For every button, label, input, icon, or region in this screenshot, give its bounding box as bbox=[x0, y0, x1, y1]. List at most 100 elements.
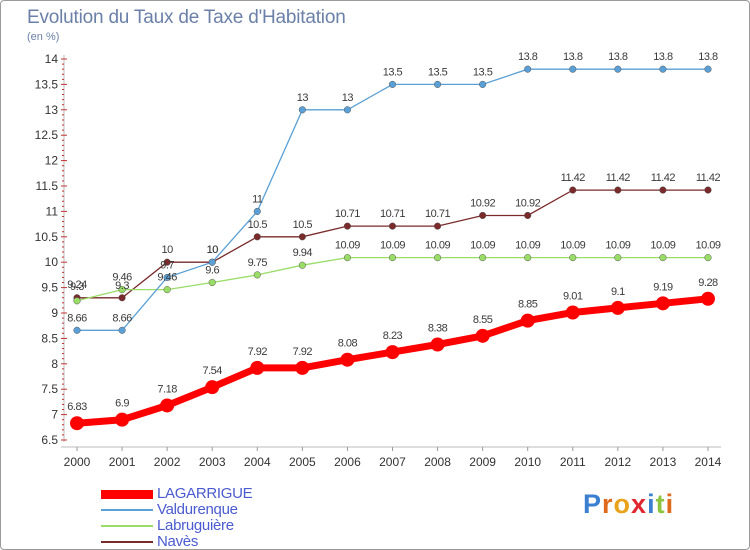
data-point-labruguiere bbox=[208, 278, 216, 287]
data-point-naves bbox=[118, 294, 126, 302]
chart-subtitle: (en %) bbox=[27, 31, 60, 43]
data-label: 6.9 bbox=[115, 398, 129, 410]
data-point-lagarrigue bbox=[610, 300, 625, 315]
series-naves bbox=[73, 186, 712, 302]
data-label: 8.55 bbox=[473, 314, 493, 326]
data-label: 13.5 bbox=[428, 66, 448, 78]
data-label: 6.83 bbox=[67, 401, 87, 413]
x-tick-label: 2005 bbox=[289, 455, 316, 469]
data-point-naves bbox=[524, 211, 532, 220]
data-point-labruguiere bbox=[434, 254, 442, 262]
logo-letter: r bbox=[602, 489, 614, 519]
x-tick-label: 2000 bbox=[64, 455, 91, 469]
data-label: 9.28 bbox=[698, 277, 718, 289]
data-label: 13 bbox=[297, 92, 309, 104]
data-point-labruguiere bbox=[659, 254, 667, 262]
y-tick-label: 9 bbox=[51, 306, 58, 320]
data-point-valdurenque bbox=[208, 258, 216, 266]
data-label: 10 bbox=[207, 244, 219, 256]
data-label: 9.01 bbox=[563, 290, 583, 302]
data-label: 10.92 bbox=[515, 197, 540, 209]
logo-letter: i bbox=[647, 489, 656, 519]
data-label: 8.23 bbox=[383, 330, 403, 342]
legend-label: Valdurenque bbox=[157, 501, 238, 518]
x-tick-label: 2007 bbox=[379, 455, 406, 469]
data-label: 9.3 bbox=[115, 280, 129, 292]
data-point-lagarrigue bbox=[250, 360, 265, 375]
data-label: 9.3 bbox=[70, 281, 84, 293]
data-point-lagarrigue bbox=[295, 360, 310, 375]
data-point-lagarrigue bbox=[205, 380, 220, 395]
data-point-naves bbox=[388, 222, 397, 230]
data-label: 8.66 bbox=[67, 312, 87, 324]
data-point-lagarrigue bbox=[160, 398, 175, 413]
data-point-labruguiere bbox=[163, 286, 171, 294]
data-point-naves bbox=[343, 222, 351, 230]
data-point-valdurenque bbox=[659, 65, 667, 73]
y-tick-label: 6.5 bbox=[41, 433, 58, 447]
data-label: 9.46 bbox=[112, 272, 132, 284]
data-point-naves bbox=[614, 186, 622, 194]
data-label: 9.46 bbox=[157, 272, 177, 284]
data-point-valdurenque bbox=[163, 273, 171, 281]
y-tick-label: 10 bbox=[45, 255, 59, 269]
data-label: 13.5 bbox=[473, 66, 493, 78]
data-point-lagarrigue bbox=[340, 352, 355, 367]
series-labruguiere bbox=[73, 254, 712, 305]
data-label: 9.24 bbox=[67, 279, 87, 291]
data-label: 10 bbox=[162, 244, 174, 256]
data-label: 10.09 bbox=[695, 240, 720, 252]
data-point-valdurenque bbox=[524, 65, 532, 73]
data-point-valdurenque bbox=[388, 80, 397, 88]
data-label: 10.09 bbox=[380, 240, 405, 252]
data-label: 10.09 bbox=[650, 240, 675, 252]
y-tick-label: 7.5 bbox=[41, 382, 58, 396]
data-label: 13.8 bbox=[563, 51, 583, 63]
data-point-naves bbox=[659, 186, 667, 194]
data-label: 7.54 bbox=[202, 365, 222, 377]
data-point-lagarrigue bbox=[115, 412, 130, 427]
data-point-naves bbox=[163, 258, 171, 266]
logo-letter: P bbox=[583, 489, 603, 519]
data-point-labruguiere bbox=[479, 254, 487, 262]
data-point-lagarrigue bbox=[520, 313, 535, 328]
data-point-naves bbox=[704, 186, 712, 194]
data-label: 10.09 bbox=[425, 240, 450, 252]
proxiti-logo: Proxiti bbox=[583, 489, 674, 520]
data-point-valdurenque bbox=[434, 80, 442, 88]
y-tick-label: 12.5 bbox=[35, 128, 59, 142]
x-tick-label: 2003 bbox=[199, 455, 226, 469]
y-tick-label: 13 bbox=[45, 103, 59, 117]
data-point-valdurenque bbox=[73, 326, 81, 334]
data-point-valdurenque bbox=[569, 65, 577, 73]
data-label: 8.85 bbox=[518, 299, 538, 311]
legend-swatch bbox=[101, 525, 153, 527]
y-tick-label: 14 bbox=[45, 52, 59, 66]
data-label: 8.38 bbox=[428, 322, 448, 334]
data-label: 13.5 bbox=[383, 66, 403, 78]
data-point-valdurenque bbox=[704, 65, 712, 73]
data-point-naves bbox=[569, 186, 577, 194]
data-label: 7.18 bbox=[157, 383, 177, 395]
x-tick-label: 2006 bbox=[334, 455, 361, 469]
data-label: 10.5 bbox=[293, 219, 313, 231]
x-tick-label: 2001 bbox=[109, 455, 136, 469]
data-point-lagarrigue bbox=[430, 337, 445, 352]
data-point-naves bbox=[434, 222, 442, 230]
chart-data-labels: 9.3 9.3 10 10 10.5 10.5 10.71 10.71 10.71 10.92 10… bbox=[67, 51, 721, 413]
data-label: 9.7 bbox=[160, 259, 174, 271]
data-label: 11.42 bbox=[651, 172, 676, 184]
chart-axes: 6.5 7 7.5 8 8.5 9 9.5 10 10.5 11 11.5 12 12.5 13 13.5 1… bbox=[35, 52, 722, 469]
data-point-labruguiere bbox=[253, 271, 261, 279]
y-tick-label: 11 bbox=[46, 204, 59, 218]
data-point-lagarrigue bbox=[700, 291, 715, 306]
data-point-valdurenque bbox=[253, 207, 261, 215]
data-label: 10.71 bbox=[335, 208, 360, 220]
y-tick-label: 7 bbox=[51, 408, 58, 422]
x-tick-label: 2013 bbox=[650, 455, 677, 469]
data-label: 13.8 bbox=[698, 51, 718, 63]
data-label: 13.8 bbox=[653, 51, 673, 63]
data-point-naves bbox=[298, 233, 306, 241]
